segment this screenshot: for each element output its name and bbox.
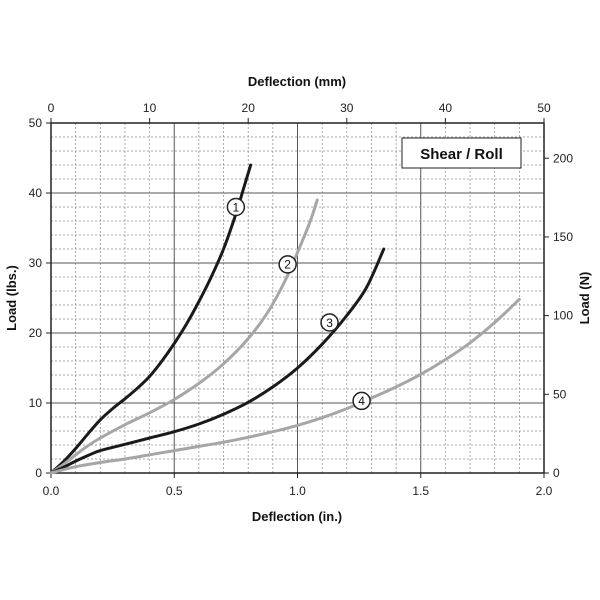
series-marker-2: 2 — [278, 255, 297, 274]
series-marker-circle — [352, 391, 371, 411]
series-marker-circle — [226, 197, 246, 217]
series-line-4 — [49, 297, 521, 475]
x-tick-label: 2.0 — [536, 484, 553, 498]
series-marker-label: 3 — [326, 316, 333, 330]
series — [49, 163, 521, 475]
x-axis-top-title: Deflection (mm) — [248, 74, 346, 89]
series-marker-1: 1 — [226, 197, 246, 217]
series-markers: 1 2 3 4 — [226, 197, 371, 411]
left-tick-labels: 0 10 20 30 40 50 — [29, 116, 43, 480]
y-right-tick-label: 50 — [553, 387, 567, 401]
y-tick-label: 40 — [29, 186, 43, 200]
series-marker-circle — [320, 313, 339, 332]
grid — [51, 123, 544, 473]
series-marker-3: 3 — [320, 313, 339, 332]
x-tick-label: 1.0 — [289, 484, 306, 498]
title-badge-box — [401, 137, 522, 169]
x-tick-label: 0.5 — [166, 484, 183, 498]
x-top-tick-label: 0 — [48, 101, 55, 115]
x-axis-bottom-title: Deflection (in.) — [252, 509, 342, 524]
bottom-tick-labels: 0.0 0.5 1.0 1.5 2.0 — [43, 484, 553, 498]
x-top-tick-label: 20 — [242, 101, 256, 115]
series-marker-label: 2 — [284, 258, 291, 272]
tick-marks — [46, 118, 549, 478]
y-right-tick-label: 100 — [553, 309, 573, 323]
x-top-tick-label: 40 — [439, 101, 453, 115]
x-tick-label: 1.5 — [412, 484, 429, 498]
y-tick-label: 30 — [29, 256, 43, 270]
series-line-1 — [49, 163, 253, 475]
series-marker-circle — [278, 255, 297, 274]
x-top-tick-label: 50 — [537, 101, 551, 115]
title-badge: Shear / Roll — [401, 137, 522, 169]
right-tick-labels: 0 50 100 150 200 — [553, 151, 573, 480]
top-tick-labels: 0 10 20 30 40 50 — [48, 101, 551, 115]
chart-title: Shear / Roll — [420, 146, 503, 163]
series-marker-label: 4 — [358, 394, 365, 408]
y-right-tick-label: 0 — [553, 466, 560, 480]
series-marker-4: 4 — [352, 391, 371, 411]
y-axis-left-title: Load (lbs.) — [4, 265, 19, 331]
y-tick-label: 0 — [35, 466, 42, 480]
series-marker-label: 1 — [233, 200, 240, 214]
y-axis-right-title: Load (N) — [577, 272, 592, 325]
y-tick-label: 50 — [29, 116, 43, 130]
x-tick-label: 0.0 — [43, 484, 60, 498]
y-right-tick-label: 150 — [553, 230, 573, 244]
y-right-tick-label: 200 — [553, 151, 573, 165]
x-top-tick-label: 30 — [340, 101, 354, 115]
y-tick-label: 20 — [29, 326, 43, 340]
y-tick-label: 10 — [29, 396, 43, 410]
series-line-3 — [49, 247, 386, 475]
x-top-tick-label: 10 — [143, 101, 157, 115]
